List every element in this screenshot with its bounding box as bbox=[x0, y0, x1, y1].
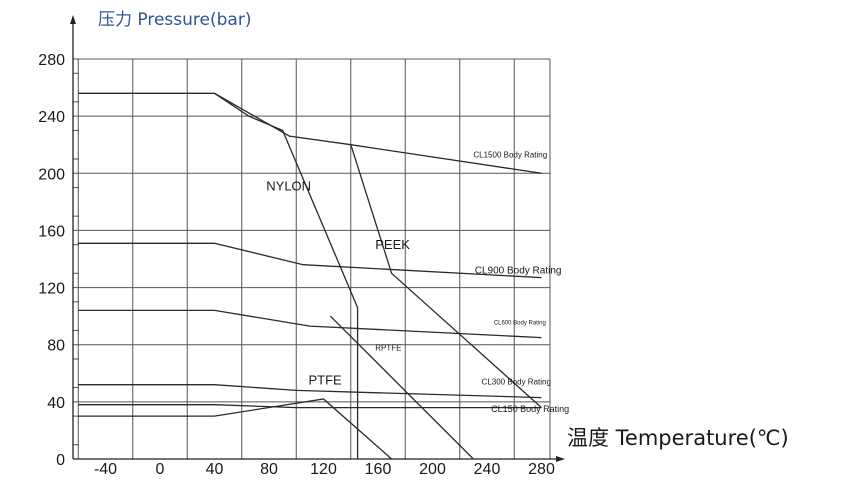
label-cl300-body-rating: CL300 Body Rating bbox=[482, 378, 551, 387]
series-line-rptfe bbox=[329, 315, 474, 460]
x-tick-label: 80 bbox=[260, 461, 278, 478]
label-cl150-body-rating: CL150 Body Rating bbox=[491, 404, 569, 414]
x-axis-label: 温度 Temperature(℃) bbox=[567, 426, 789, 450]
y-tick-label: 0 bbox=[56, 452, 65, 469]
x-tick-label: 160 bbox=[365, 461, 392, 478]
y-tick-label: 160 bbox=[38, 223, 65, 240]
y-tick-label: 120 bbox=[38, 281, 65, 298]
y-tick-label: 240 bbox=[38, 109, 65, 126]
tick-labels: 0 40 80 120 160 200 240 280 -40 0 40 80 120 160 200 240… bbox=[38, 52, 555, 478]
curve-labels: NYLON PEEK PTFE CL1500 Body Rating CL900 Bod… bbox=[266, 151, 569, 414]
label-peek: PEEK bbox=[375, 237, 410, 252]
series-line-ptfe bbox=[78, 398, 393, 460]
y-tick-label: 280 bbox=[38, 52, 65, 69]
x-tick-label: 0 bbox=[156, 461, 165, 478]
series-line-cl600-body-rating bbox=[78, 309, 542, 339]
grid bbox=[73, 58, 551, 459]
label-nylon: NYLON bbox=[266, 178, 311, 193]
series-line-cl300-body-rating bbox=[78, 384, 542, 399]
x-tick-label: 280 bbox=[528, 461, 555, 478]
label-cl1500-body-rating: CL1500 Body Rating bbox=[473, 151, 547, 160]
series-line-nylon bbox=[214, 92, 359, 459]
label-ptfe: PTFE bbox=[309, 373, 343, 388]
label-cl600-body-rating: CL600 Body Rating bbox=[494, 321, 546, 327]
x-tick-label: 240 bbox=[474, 461, 501, 478]
y-axis-arrow bbox=[70, 15, 76, 24]
y-tick-label: 80 bbox=[47, 338, 65, 355]
series-line-cl900-body-rating bbox=[78, 242, 542, 279]
series-line-peek bbox=[350, 144, 542, 409]
y-tick-label: 200 bbox=[38, 166, 65, 183]
series-lines bbox=[78, 92, 542, 460]
label-rptfe: RPTFE bbox=[375, 343, 401, 352]
label-cl900-body-rating: CL900 Body Rating bbox=[475, 265, 562, 276]
x-axis-arrow bbox=[556, 456, 565, 462]
axes bbox=[70, 15, 565, 462]
x-tick-label: 200 bbox=[419, 461, 446, 478]
x-tick-label: -40 bbox=[94, 461, 117, 478]
y-tick-label: 40 bbox=[47, 395, 65, 412]
x-tick-label: 40 bbox=[206, 461, 224, 478]
y-axis-label: 压力 Pressure(bar) bbox=[98, 10, 251, 30]
series-line-cl150-body-rating bbox=[78, 404, 542, 409]
series-line-cl1500-body-rating bbox=[78, 92, 542, 174]
x-tick-label: 120 bbox=[310, 461, 337, 478]
